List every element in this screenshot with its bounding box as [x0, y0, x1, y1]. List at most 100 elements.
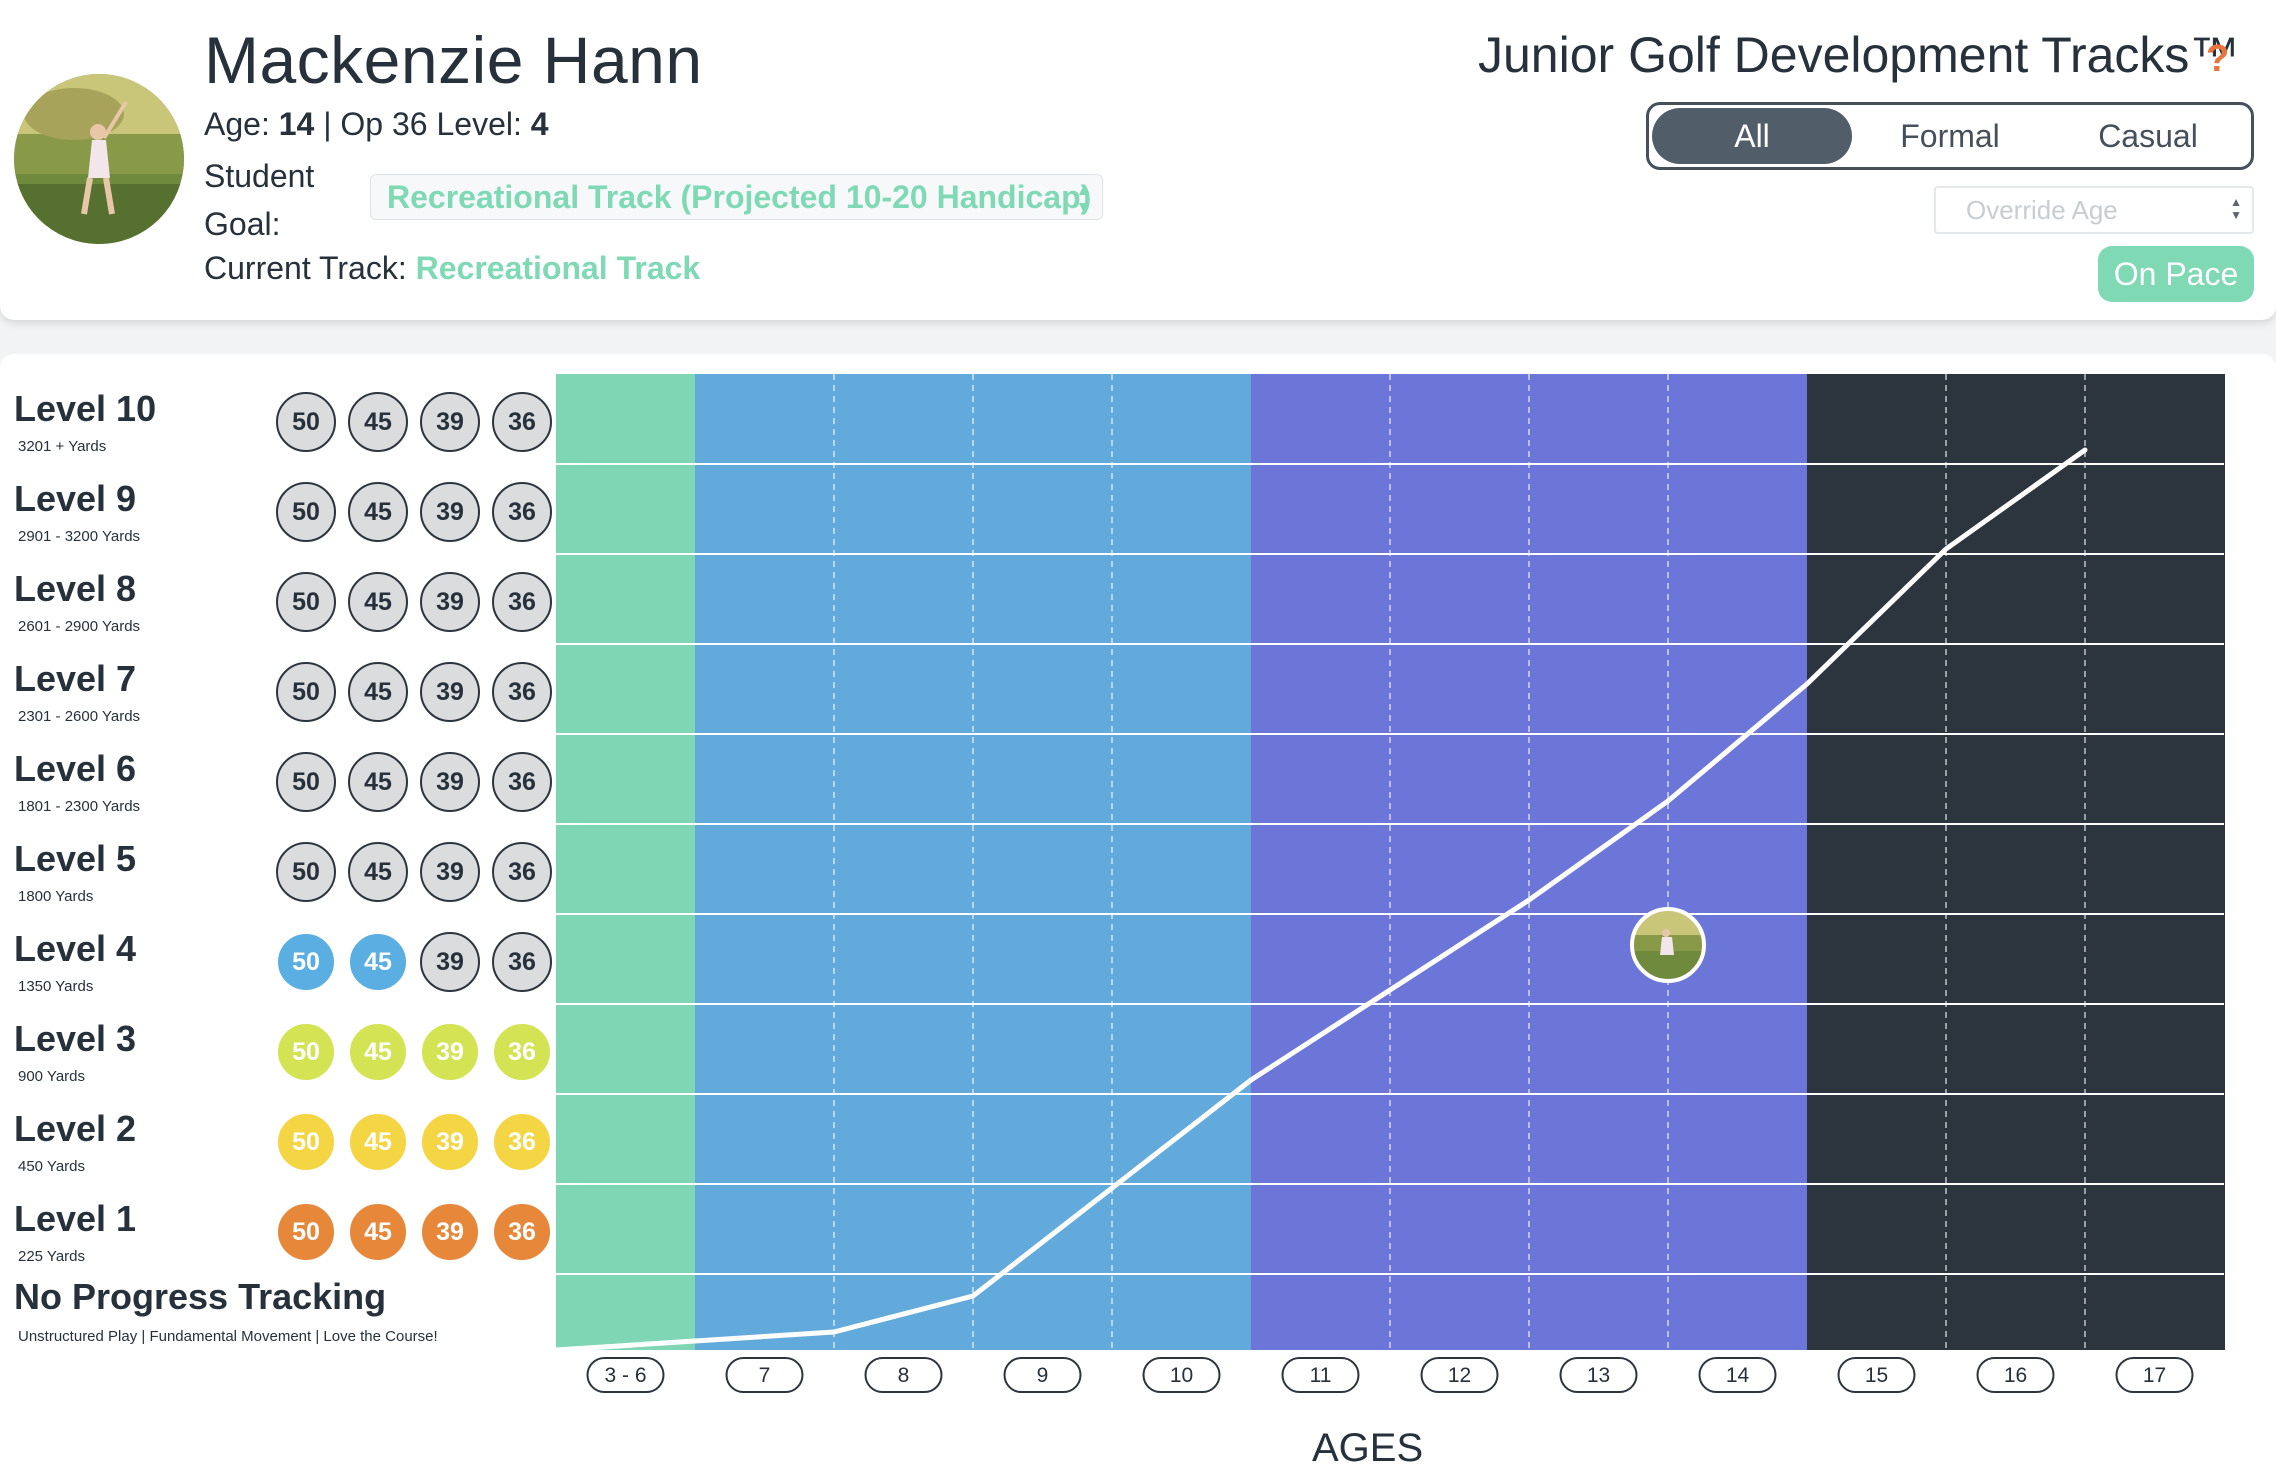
score-badge[interactable]: 45: [348, 842, 408, 902]
score-badge[interactable]: 39: [420, 1202, 480, 1262]
score-badge[interactable]: 45: [348, 1022, 408, 1082]
level-yards: 225 Yards: [18, 1248, 85, 1265]
score-badge[interactable]: 45: [348, 572, 408, 632]
level-row: Level 7 2301 - 2600 Yards 50 45 39 36: [14, 634, 554, 725]
score-badge[interactable]: 39: [420, 572, 480, 632]
score-badge[interactable]: 39: [420, 842, 480, 902]
score-badge[interactable]: 50: [276, 1202, 336, 1262]
score-badge[interactable]: 50: [276, 572, 336, 632]
level-yards: 900 Yards: [18, 1068, 85, 1085]
score-badge[interactable]: 39: [420, 482, 480, 542]
score-badge[interactable]: 36: [492, 1112, 552, 1172]
age-tick-pill: [1281, 1357, 1360, 1393]
score-badge[interactable]: 36: [492, 572, 552, 632]
score-badge[interactable]: 45: [348, 392, 408, 452]
score-badge[interactable]: 39: [420, 662, 480, 722]
score-badge[interactable]: 50: [276, 662, 336, 722]
score-badge[interactable]: 45: [348, 482, 408, 542]
score-badge[interactable]: 39: [420, 932, 480, 992]
age-tick-label: 12: [1448, 1364, 1471, 1387]
age-tick-pill: [1976, 1357, 2055, 1393]
age-band: [1251, 374, 1391, 1350]
score-badge[interactable]: 50: [276, 752, 336, 812]
score-badge[interactable]: 36: [492, 752, 552, 812]
age-tick[interactable]: 3 - 6: [586, 1357, 665, 1393]
development-chart: 3 - 6 7 8 9 10 11 12 13 14 15 16 17: [556, 374, 2225, 1393]
age-tick[interactable]: 14: [1698, 1357, 1777, 1393]
age-band: [1112, 374, 1252, 1350]
age-tick[interactable]: 12: [1420, 1357, 1499, 1393]
goal-select[interactable]: Recreational Track (Projected 10-20 Hand…: [370, 174, 1103, 220]
age-tick[interactable]: 7: [725, 1357, 804, 1393]
age-tick[interactable]: 8: [864, 1357, 943, 1393]
score-badge[interactable]: 45: [348, 932, 408, 992]
help-icon[interactable]: ?: [2206, 38, 2230, 80]
level-row: Level 2 450 Yards 50 45 39 36: [14, 1084, 554, 1175]
spinner-icon[interactable]: ▲ ▼: [2230, 195, 2242, 222]
student-marker-part: [1662, 929, 1670, 937]
score-badge[interactable]: 39: [420, 1112, 480, 1172]
score-badge[interactable]: 39: [420, 392, 480, 452]
score-badge[interactable]: 45: [348, 1202, 408, 1262]
override-age-input[interactable]: Override Age ▲ ▼: [1934, 186, 2254, 234]
age-band: [1529, 374, 1669, 1350]
age-band: [556, 374, 696, 1350]
score-badge[interactable]: 45: [348, 1112, 408, 1172]
score-badge[interactable]: 50: [276, 842, 336, 902]
student-marker[interactable]: [1630, 907, 1706, 983]
age-tick-label: 15: [1865, 1364, 1888, 1387]
age-tick[interactable]: 15: [1837, 1357, 1916, 1393]
filter-formal[interactable]: Formal: [1900, 117, 2000, 154]
student-header: Mackenzie Hann Age: 14 | Op 36 Level: 4 …: [0, 0, 2276, 320]
age-band: [973, 374, 1113, 1350]
score-badge[interactable]: 50: [276, 932, 336, 992]
filter-casual[interactable]: Casual: [2098, 117, 2198, 154]
score-badge[interactable]: 36: [492, 482, 552, 542]
age-tick-label: 13: [1587, 1364, 1610, 1387]
age-tick[interactable]: 16: [1976, 1357, 2055, 1393]
score-badge[interactable]: 39: [420, 752, 480, 812]
score-badge[interactable]: 50: [276, 1022, 336, 1082]
age-tick-pill: [586, 1357, 665, 1393]
score-badge[interactable]: 36: [492, 662, 552, 722]
progress-curve: [556, 447, 2088, 1353]
student-marker-part: [1660, 937, 1674, 955]
age-tick-pill: [2115, 1357, 2194, 1393]
level-yards: 2301 - 2600 Yards: [18, 708, 141, 725]
student-avatar: [14, 74, 184, 244]
student-name: Mackenzie Hann: [204, 23, 703, 97]
level-yards: 1801 - 2300 Yards: [18, 798, 141, 815]
goal-select-value: Recreational Track (Projected 10-20 Hand…: [387, 178, 1092, 215]
level-label: | Op 36 Level:: [323, 106, 522, 142]
goal-label: Student Goal:: [204, 158, 315, 242]
level-row: Level 9 2901 - 3200 Yards 50 45 39 36: [14, 454, 554, 545]
current-track-label: Current Track:: [204, 250, 407, 286]
filter-all[interactable]: All: [1652, 108, 1852, 164]
score-badge[interactable]: 39: [420, 1022, 480, 1082]
score-badge[interactable]: 50: [276, 482, 336, 542]
score-badge[interactable]: 36: [492, 932, 552, 992]
x-axis-title: AGES: [1312, 1426, 1424, 1470]
score-badge[interactable]: 36: [492, 842, 552, 902]
score-badge[interactable]: 45: [348, 752, 408, 812]
score-badge[interactable]: 36: [492, 392, 552, 452]
age-tick[interactable]: 11: [1281, 1357, 1360, 1393]
score-badge[interactable]: 36: [492, 1202, 552, 1262]
age-tick-label: 7: [759, 1364, 771, 1387]
age-tick[interactable]: 17: [2115, 1357, 2194, 1393]
current-track: Current Track: Recreational Track: [204, 250, 700, 287]
level-name: Level 1: [14, 1198, 137, 1239]
level-row: Level 4 1350 Yards 50 45 39 36: [14, 904, 554, 995]
score-badge[interactable]: 45: [348, 662, 408, 722]
age-tick-label: 11: [1310, 1364, 1332, 1387]
age-band: [1668, 374, 1808, 1350]
age-tick[interactable]: 10: [1142, 1357, 1221, 1393]
score-badge[interactable]: 50: [276, 1112, 336, 1172]
age-tick-pill: [1142, 1357, 1221, 1393]
score-badge[interactable]: 50: [276, 392, 336, 452]
age-tick[interactable]: 13: [1559, 1357, 1638, 1393]
score-badge[interactable]: 36: [492, 1022, 552, 1082]
age-tick-pill: [1559, 1357, 1638, 1393]
level-row: Level 1 225 Yards 50 45 39 36: [14, 1174, 554, 1265]
age-tick[interactable]: 9: [1003, 1357, 1082, 1393]
